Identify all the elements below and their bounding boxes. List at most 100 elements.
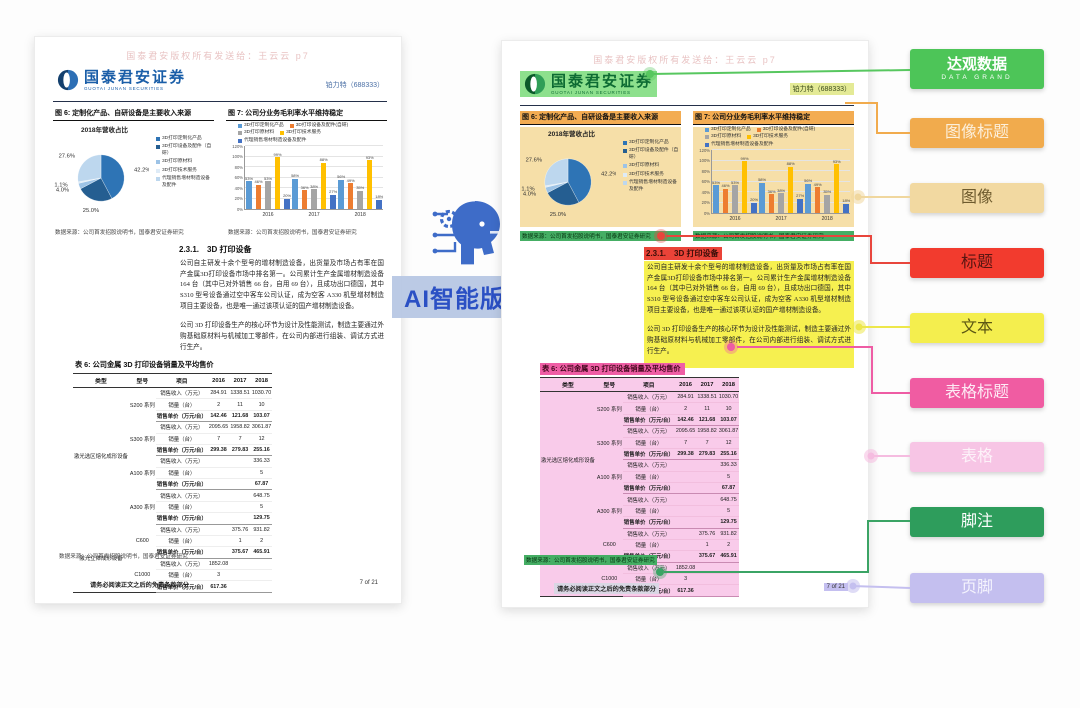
table-row: 销量（台） 5	[540, 505, 740, 518]
bar-value-label: 46%	[254, 179, 263, 185]
bar	[843, 203, 849, 213]
bar-value-label: 20%	[750, 197, 759, 202]
figure-row: 图 6: 定制化产品、自研设备是主要收入来源 2018年营收占比 42.2% 25.0…	[520, 111, 854, 227]
bar-column: 49%	[347, 146, 355, 209]
pie-legend: 3D打印定制化产品 3D打印设备及配件（自研） 3D打印原材料 3D打印技术服务 代理销…	[156, 136, 214, 191]
bar-column: 20%	[750, 150, 758, 213]
brand-logo: 国泰君安证券 GUOTAI JUNAN SECURITIES	[53, 67, 190, 93]
gridline	[245, 176, 383, 178]
legend-swatch	[156, 168, 160, 173]
legend-swatch	[705, 142, 709, 147]
bar	[330, 194, 336, 209]
legend-item: 3D打印定制化产品	[156, 136, 214, 142]
brand-name-cn: 国泰君安证券	[84, 68, 187, 86]
report-header: 国泰君安证券 GUOTAI JUNAN SECURITIES 铂力特（688333）	[53, 67, 387, 99]
watermark: 国泰君安版权所有发送给：王云云 p7	[126, 51, 310, 61]
bar-groups: 53% 46% 53% 99% 20% 2016 58% 36% 38% 88% 27% 2017 56…	[245, 146, 384, 218]
data-source-footnote: 数据来源：公司首发招股说明书，国泰君安证券研究	[520, 231, 681, 241]
bar	[732, 185, 738, 213]
legend-item: 代理销售增材制造设备及配件	[238, 138, 306, 144]
figure-title: 图 6: 定制化产品、自研设备是主要收入来源	[520, 111, 681, 125]
brand-logo-icon	[57, 69, 79, 91]
bar	[797, 198, 803, 213]
legend-item: 代理销售增材制造设备及配件	[623, 180, 681, 193]
legend-swatch	[289, 124, 294, 128]
badge-label: 脚注	[960, 513, 993, 531]
legend-label: 3D打印定制化产品	[711, 127, 751, 132]
footer-page-number: 7 of 21	[359, 580, 378, 586]
header-rule	[520, 105, 854, 106]
legend-label: 代理销售增材制造设备及配件	[711, 141, 774, 147]
bar-column: 38%	[777, 150, 785, 213]
legend-label: 3D打印定制化产品	[162, 136, 202, 141]
badge-label: 文本	[960, 319, 993, 337]
x-axis-label: 2017	[308, 212, 320, 218]
legend-item: 3D打印设备及配件(自研)	[756, 127, 815, 133]
table-column-header: 项目	[155, 373, 208, 388]
bar-value-label: 18%	[375, 194, 384, 200]
bar-value-label: 49%	[346, 177, 355, 183]
table-column-header: 类型	[540, 377, 596, 392]
legend-item: 3D打印原材料	[705, 134, 741, 140]
footer-disclaimer: 请务必阅读正文之后的免责条款部分	[554, 583, 659, 594]
legend-item: 3D打印原材料	[156, 159, 214, 165]
table-row: 销量（台） 2 11 10	[73, 398, 273, 411]
table-row: 激光选区熔化成形设备 S200 系列 销售收入（万元） 284.91 1338.51 10…	[540, 391, 740, 464]
bar	[265, 181, 271, 209]
table-row: A100 系列 销售收入（万元） 336.33	[73, 455, 273, 477]
section-title: 2.3.1. 3D 打印设备	[644, 247, 723, 260]
bar-column: 20%	[283, 146, 291, 209]
bar-column: 88%	[787, 150, 795, 213]
table-column-header: 类型	[73, 373, 129, 388]
bar-value-label: 36%	[300, 184, 309, 190]
badge-4: 标题	[910, 248, 1044, 278]
bar-value-label: 58%	[291, 173, 300, 179]
legend-item: 代理销售增材制造设备及配件	[156, 176, 214, 189]
y-tick-label: 40%	[701, 189, 710, 195]
badge-label: 表格	[960, 448, 993, 466]
paragraph: 公司 3D 打印设备生产的核心环节为设计及性能测试，制造主要通过外购基础原材料与…	[647, 326, 851, 355]
legend-label: 代理销售增材制造设备及配件	[244, 137, 307, 143]
legend-label: 3D打印技术服务	[629, 171, 664, 177]
table-row: 销售单价（万元/台） 142.46 121.68 103.07	[73, 410, 273, 423]
figure-title: 图 6: 定制化产品、自研设备是主要收入来源	[53, 107, 214, 121]
y-tick-label: 80%	[234, 164, 243, 170]
table-column-header: 2018	[717, 377, 740, 392]
legend-swatch	[623, 181, 627, 186]
paragraph: 公司自主研发十余个型号的增材制造设备，出货量及市场占有率在国产金属3D打印设备市…	[647, 264, 851, 314]
badge-1: 达观数据 DATA GRAND	[910, 49, 1044, 89]
bar-value-label: 36%	[767, 188, 776, 194]
bar	[376, 199, 382, 209]
footer-page-number: 7 of 21	[823, 583, 848, 591]
ai-brain-icon	[432, 201, 500, 265]
bar	[768, 194, 775, 213]
table-row: A300 系列 销售收入（万元） 648.75	[73, 489, 273, 511]
bar	[713, 185, 719, 213]
badge-label: 图像标题	[944, 124, 1009, 142]
table-row: C1000 销售收入（万元） 1852.08	[73, 558, 273, 578]
legend-swatch	[756, 128, 761, 132]
y-tick-label: 100%	[232, 154, 243, 159]
bar-column: 56%	[337, 146, 345, 209]
table-column-header: 2017	[229, 373, 251, 388]
pie-chart: 42.2% 25.0% 4.0%1.1% 27.6%	[521, 158, 616, 219]
badge-5: 文本	[910, 313, 1044, 343]
svg-text:27.6%: 27.6%	[526, 158, 542, 164]
pie-chart-title: 2018年营收占比	[548, 131, 595, 138]
table-row: 销量（台） 5	[73, 467, 273, 480]
bar-column: 93%	[833, 150, 841, 213]
figure-6: 图 6: 定制化产品、自研设备是主要收入来源 2018年营收占比 42.2% 25.0…	[53, 107, 214, 223]
table-row: 销量（台） 1 2	[73, 535, 273, 548]
bar-value-label: 99%	[273, 151, 282, 157]
bar-value-label: 58%	[758, 177, 767, 183]
legend-label: 3D打印设备及配件(自研)	[295, 123, 349, 128]
badge-8: 脚注	[910, 507, 1044, 537]
bar-column: 53%	[731, 150, 739, 213]
table-column-header: 型号	[128, 373, 156, 388]
legend-label: 3D打印定制化产品	[244, 123, 284, 128]
table-row: 销量（台） 5	[540, 471, 740, 484]
bar-column: 56%	[804, 150, 812, 213]
svg-text:25.0%: 25.0%	[83, 208, 99, 214]
svg-text:42.2%: 42.2%	[134, 167, 149, 173]
table-column-header: 2016	[207, 373, 230, 388]
